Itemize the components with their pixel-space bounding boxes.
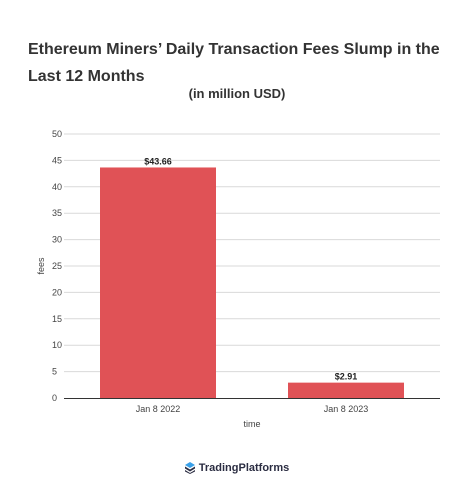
y-tick-label: 5 xyxy=(52,367,57,377)
x-axis-ticks: Jan 8 2022 Jan 8 2023 xyxy=(136,404,369,414)
bar xyxy=(288,382,404,398)
bar xyxy=(100,167,216,398)
trading-platforms-logo-icon xyxy=(184,462,195,475)
chart-title: Ethereum Miners’ Daily Transaction Fees … xyxy=(28,41,440,85)
y-tick-label: 30 xyxy=(52,235,62,245)
bars xyxy=(100,167,404,398)
y-axis-ticks: 0 5 10 15 20 25 30 35 40 45 50 xyxy=(52,129,62,403)
x-tick-label: Jan 8 2023 xyxy=(324,404,369,414)
y-tick-label: 35 xyxy=(52,208,62,218)
y-tick-label: 50 xyxy=(52,129,62,139)
y-tick-label: 25 xyxy=(52,261,62,271)
y-tick-label: 20 xyxy=(52,287,62,297)
brand-name: TradingPlatforms xyxy=(198,462,290,475)
y-tick-label: 45 xyxy=(52,155,62,165)
data-labels: $43.66 $2.91 xyxy=(144,156,357,381)
y-tick-label: 40 xyxy=(52,182,62,192)
data-label: $2.91 xyxy=(335,372,358,382)
y-axis-label: fees xyxy=(36,257,46,275)
data-label: $43.66 xyxy=(144,156,172,166)
brand-logo: TradingPlatforms xyxy=(0,462,474,475)
y-tick-label: 0 xyxy=(52,393,57,403)
y-tick-label: 15 xyxy=(52,314,62,324)
y-tick-label: 10 xyxy=(52,340,62,350)
x-axis-label: time xyxy=(243,419,260,429)
x-tick-label: Jan 8 2022 xyxy=(136,404,181,414)
chart-subtitle: (in million USD) xyxy=(188,86,286,101)
